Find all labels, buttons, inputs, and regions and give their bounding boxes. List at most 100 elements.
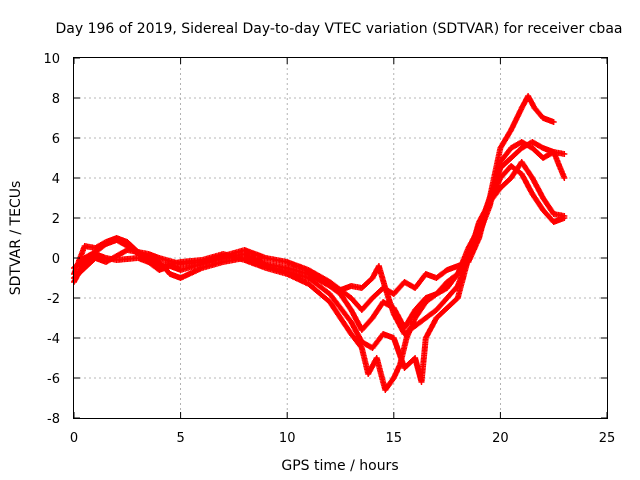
data-point-cluster <box>382 285 397 316</box>
data-point-cluster <box>518 159 535 180</box>
x-tick-label: 25 <box>599 431 616 446</box>
data-point-cluster <box>337 291 354 312</box>
data-point-cluster <box>540 207 556 224</box>
plot-frame <box>73 57 608 419</box>
data-point-cluster <box>284 271 311 287</box>
data-point-cluster <box>444 296 460 311</box>
data-point-cluster <box>412 300 428 321</box>
data-point-cluster <box>412 272 428 291</box>
data-point <box>561 215 568 221</box>
data-point-cluster <box>177 265 204 281</box>
data-point-cluster <box>418 336 429 385</box>
data-point-cluster <box>337 315 354 336</box>
data-point-cluster <box>433 306 449 321</box>
data-point-cluster <box>486 160 503 209</box>
data-point-cluster <box>422 291 439 305</box>
data-point-cluster <box>454 256 471 289</box>
data-point-cluster <box>497 146 514 165</box>
data-point-cluster <box>284 265 310 277</box>
data-point-cluster <box>348 319 365 344</box>
x-tick-labels: 0 5 10 15 20 25 <box>70 431 615 446</box>
series-track-2 <box>71 139 568 333</box>
data-point-cluster <box>497 176 513 191</box>
data-point-cluster <box>348 295 364 312</box>
data-point-cluster <box>433 267 449 281</box>
data-point-cluster <box>369 286 386 301</box>
data-point-cluster <box>390 362 403 381</box>
data-point-cluster <box>326 299 343 320</box>
data-point-cluster <box>113 255 140 263</box>
data-point-cluster <box>241 257 268 271</box>
data-point <box>561 175 568 181</box>
data-point-cluster <box>422 307 439 321</box>
data-point-cluster <box>198 251 225 263</box>
data-point <box>561 151 568 157</box>
y-tick-labels: -8 -6 -4 -2 0 2 4 6 8 10 <box>43 52 60 427</box>
y-tick-label: 0 <box>52 252 60 267</box>
data-point-cluster <box>198 259 225 271</box>
x-tick-label: 0 <box>70 431 78 446</box>
chart-title: Day 196 of 2019, Sidereal Day-to-day VTE… <box>56 21 623 37</box>
data-point-cluster <box>531 105 546 120</box>
data-point-cluster <box>444 284 460 301</box>
data-point-cluster <box>220 251 246 263</box>
y-tick-label: -4 <box>47 332 60 347</box>
x-axis-title: GPS time / hours <box>281 458 398 474</box>
data-point-cluster <box>358 276 375 291</box>
y-tick-label: 2 <box>52 212 60 227</box>
y-axis-title: SDTVAR / TECUs <box>8 181 24 296</box>
data-point-cluster <box>465 232 482 261</box>
data-point-cluster <box>508 146 524 161</box>
data-point-cluster <box>337 305 354 324</box>
data-point-cluster <box>390 311 407 336</box>
x-tick-label: 5 <box>176 431 184 446</box>
data-point-cluster <box>433 280 450 297</box>
data-point-cluster <box>348 307 365 332</box>
data-point-cluster <box>369 332 386 351</box>
data-markers <box>71 93 568 393</box>
y-tick-label: 4 <box>52 172 60 187</box>
x-tick-label: 20 <box>492 431 509 446</box>
data-point-cluster <box>326 291 343 310</box>
data-point-cluster <box>177 261 204 273</box>
data-point-cluster <box>358 296 375 313</box>
y-tick-label: -2 <box>47 292 60 307</box>
data-point-cluster <box>529 191 546 212</box>
data-point-cluster <box>401 323 417 337</box>
data-point-cluster <box>508 106 525 133</box>
grid-lines <box>74 58 607 418</box>
data-point-cluster <box>375 263 388 290</box>
x-tick-label: 10 <box>279 431 296 446</box>
data-point-cluster <box>397 336 410 367</box>
data-point-cluster <box>422 316 439 341</box>
data-point-cluster <box>262 265 289 277</box>
axis-ticks <box>73 57 608 419</box>
y-tick-label: 10 <box>43 52 60 67</box>
data-point-cluster <box>497 128 514 151</box>
data-point-cluster <box>412 315 428 329</box>
data-point-cluster <box>241 247 268 261</box>
data-point-cluster <box>550 149 567 180</box>
data-point-cluster <box>358 316 375 333</box>
y-tick-label: 6 <box>52 132 60 147</box>
data-point-cluster <box>369 300 386 321</box>
y-tick-label: -8 <box>47 412 60 427</box>
x-tick-label: 15 <box>386 431 403 446</box>
data-point-cluster <box>444 271 460 285</box>
data-point <box>550 119 557 125</box>
series-track-5 <box>305 139 568 337</box>
y-tick-label: -6 <box>47 372 60 387</box>
data-point-cluster <box>540 195 556 216</box>
data-point-cluster <box>497 164 514 181</box>
data-point-cluster <box>529 175 546 200</box>
data-point-cluster <box>305 275 332 297</box>
data-point-cluster <box>198 255 225 267</box>
data-point-cluster <box>390 280 407 297</box>
data-point-cluster <box>348 331 364 350</box>
data-point-cluster <box>382 376 396 393</box>
data-point-cluster <box>508 163 524 177</box>
y-tick-label: 8 <box>52 92 60 107</box>
data-point-cluster <box>305 281 332 304</box>
data-point-cluster <box>433 296 450 313</box>
